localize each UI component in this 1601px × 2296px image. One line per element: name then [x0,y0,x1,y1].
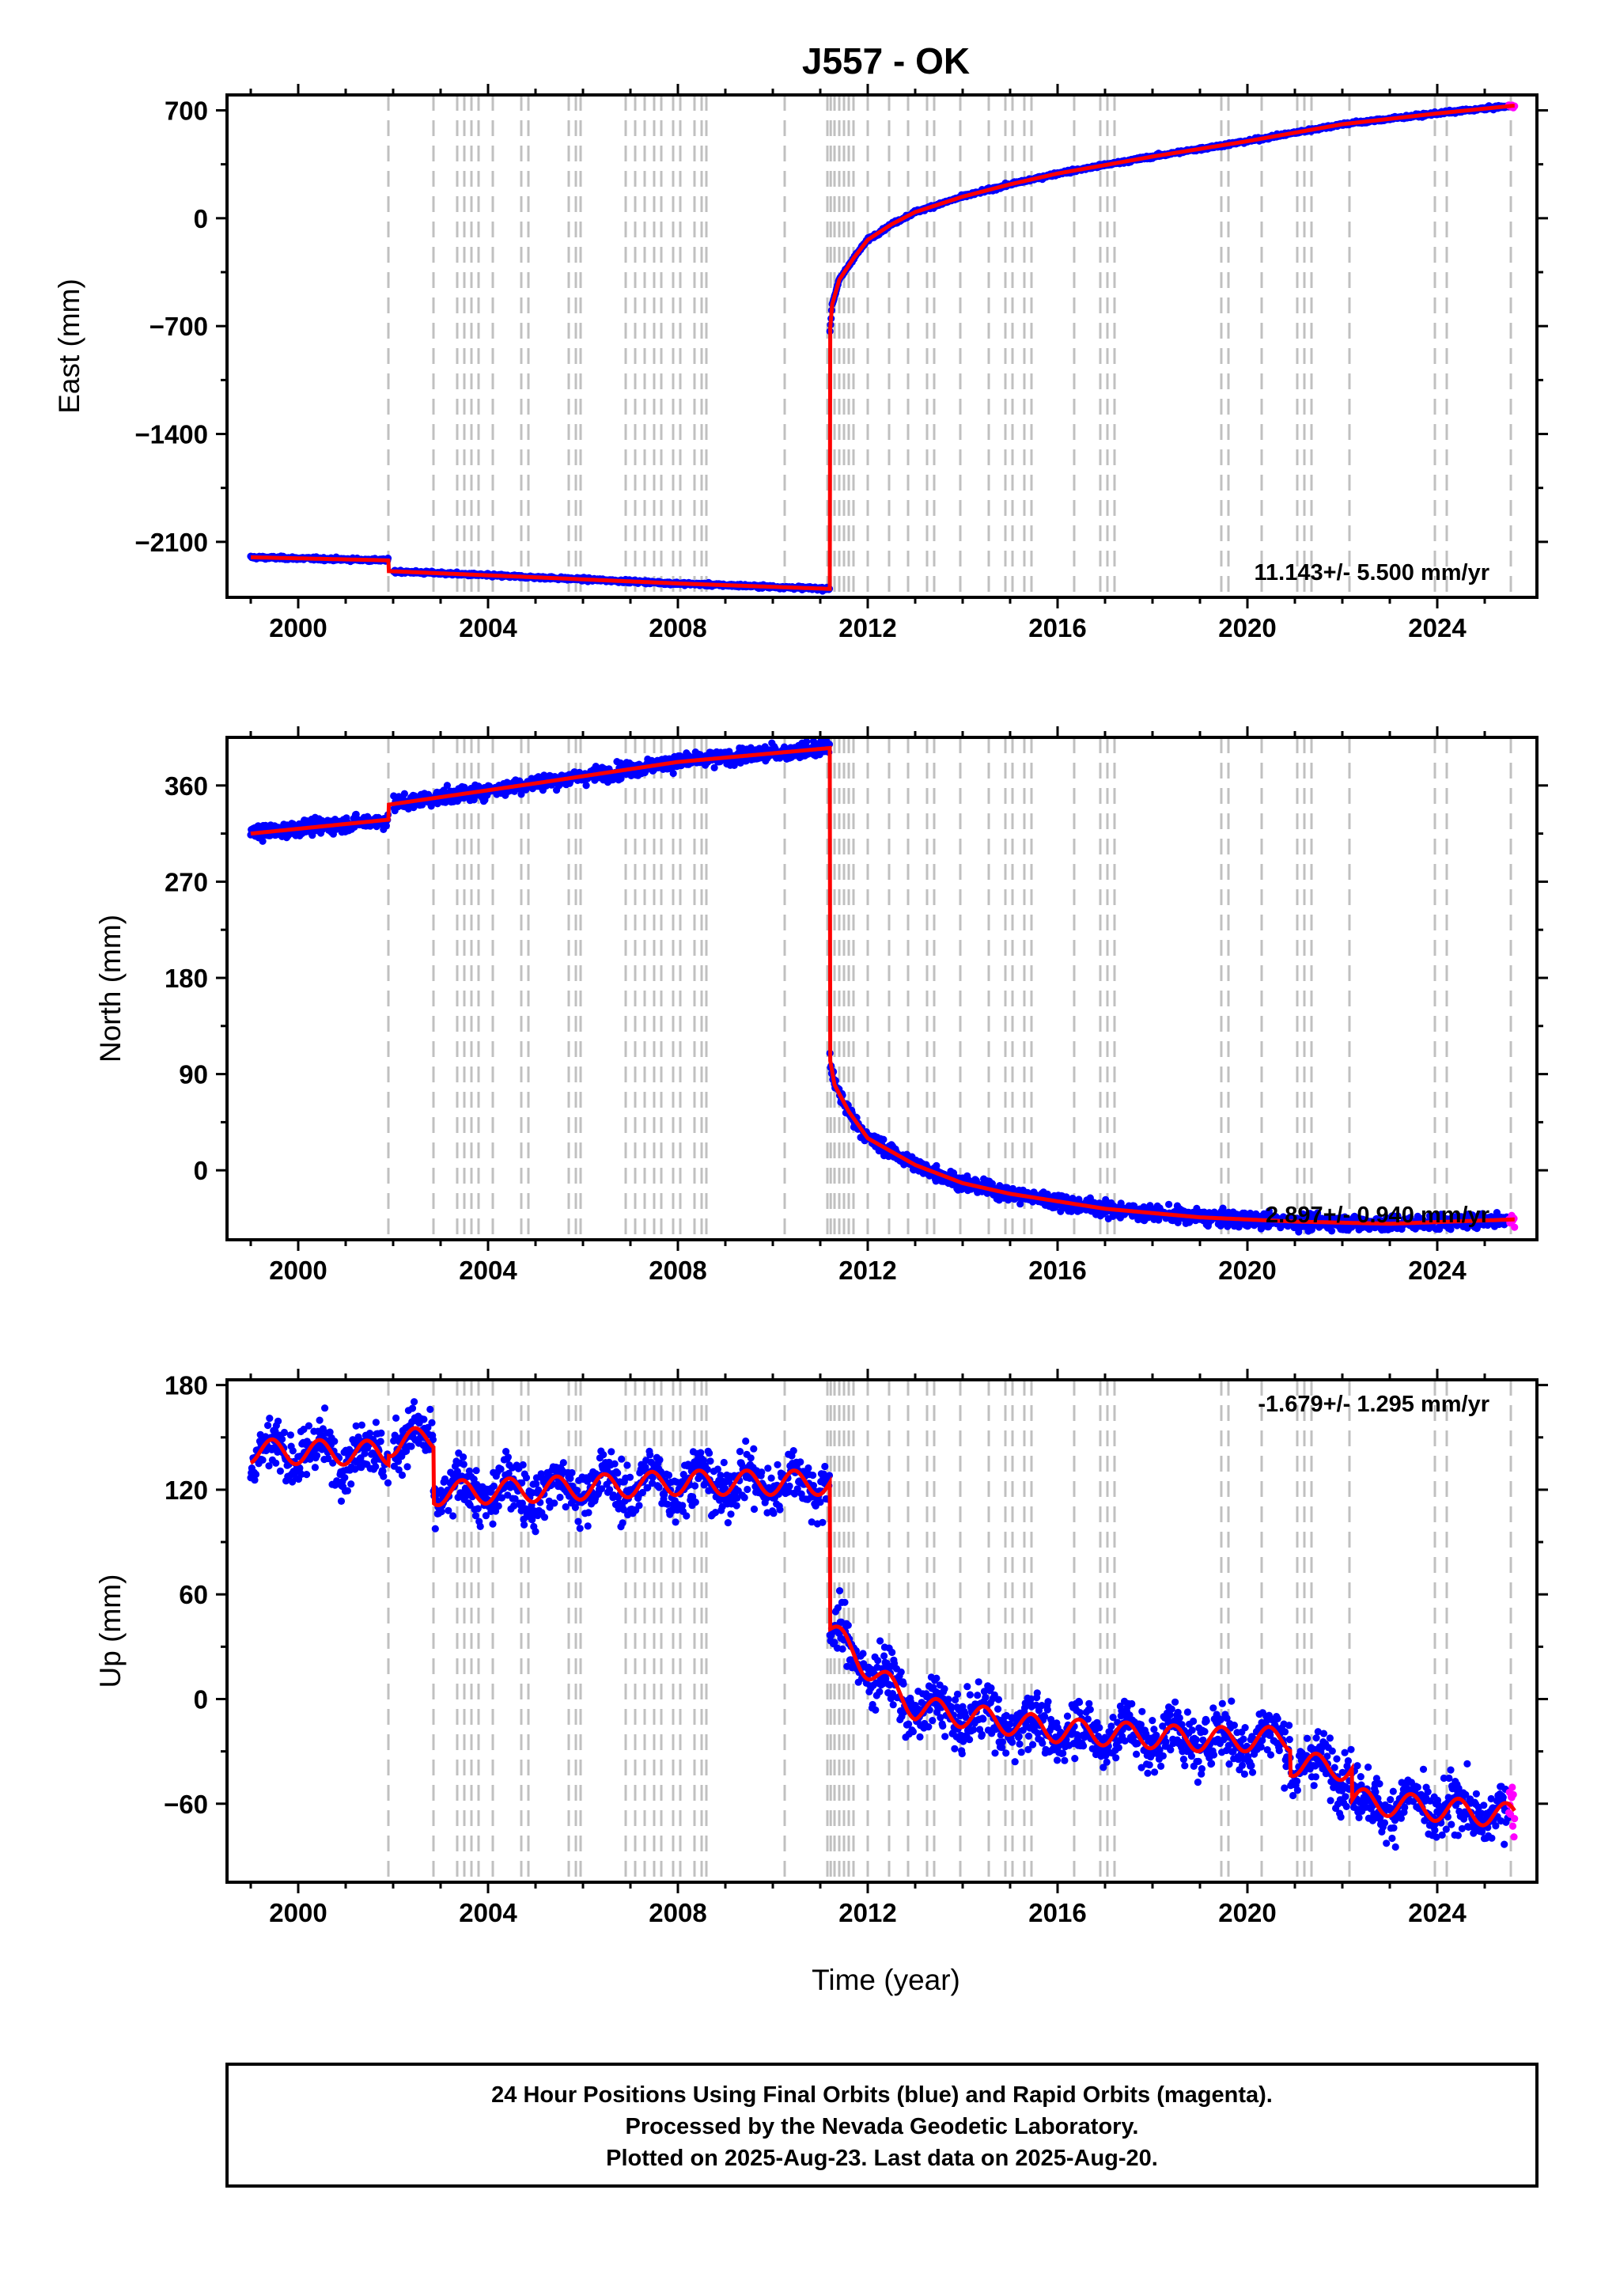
final-orbit-point [1165,1200,1173,1208]
y-axis-label: North (mm) [94,915,127,1063]
north-panel: 2000 2004 2008 2012 2016 2020 2024 360 270 180 90 0… [94,726,1548,1285]
x-tick-label: 2012 [838,1256,896,1285]
final-orbit-point [337,1497,346,1505]
rapid-orbit-point [1511,1223,1519,1231]
y-tick-label: −2100 [134,528,208,557]
final-orbit-point [582,782,590,790]
final-orbit-point [372,1463,380,1471]
data-points [247,1398,1519,1851]
final-orbit-point [321,1404,329,1412]
y-tick-label: 700 [165,96,208,125]
event-lines [387,1380,1512,1882]
final-orbit-point [400,790,408,798]
final-orbit-point [669,769,677,778]
final-orbit-point [880,1135,888,1143]
x-tick-label: 2016 [1028,1256,1086,1285]
plot-frame [225,93,1539,599]
y-tick-label: 360 [165,771,208,801]
y-tick-label: 270 [165,867,208,896]
final-orbit-point [259,1456,267,1464]
final-orbit-point [280,1428,289,1437]
rate-annotation: 2.897+/- 0.940 mm/yr [1266,1203,1489,1228]
final-orbit-point [803,737,811,746]
x-tick-label: 2020 [1218,1256,1276,1285]
model-line [251,104,1515,591]
x-tick-label: 2012 [838,613,896,642]
rate-annotation: 11.143+/- 5.500 mm/yr [1255,560,1489,585]
final-orbit-point [274,1417,282,1425]
data-points [247,101,1519,595]
final-orbit-point [358,1421,365,1429]
y-tick-label: 0 [194,1156,208,1185]
x-tick-label: 2004 [459,1256,517,1285]
east-panel: 2000 2004 2008 2012 2016 2020 2024 700 0 −700 −140… [53,84,1548,642]
final-orbit-point [278,1435,286,1443]
x-tick-label: 2024 [1408,613,1467,642]
event-lines [387,95,1512,597]
final-orbit-point [341,1474,349,1482]
final-orbit-point [303,1471,311,1479]
y-axis-label: East (mm) [53,278,85,414]
final-orbit-point [276,1467,284,1475]
y-tick-label: 90 [179,1060,208,1089]
x-tick-label: 2000 [269,1256,327,1285]
final-orbit-point [286,1431,294,1439]
event-lines [387,737,1512,1240]
final-orbit-point [289,1447,297,1455]
final-orbit-point [264,1422,272,1430]
final-orbit-point [372,1419,380,1426]
x-tick-label: 2008 [649,1256,706,1285]
final-orbit-point [311,1464,319,1472]
x-tick-label: 2000 [269,613,327,642]
final-orbit-point [259,837,267,845]
up-panel: 2000 2004 2008 2012 2016 2020 2024180120600−60… [94,1369,1548,1927]
data-points [247,737,1519,1236]
x-tick-label: 2020 [1218,613,1276,642]
x-tick-label: 2008 [649,613,706,642]
final-orbit-point [331,1438,339,1445]
final-orbit-point [266,1415,274,1423]
figure-title: J557 - OK [802,40,970,81]
final-orbit-point [316,1416,324,1424]
final-orbit-point [252,1470,260,1479]
final-orbit-point [347,1480,355,1488]
final-orbit-point [1328,1227,1336,1235]
x-tick-label: 2024 [1408,1256,1467,1285]
y-tick-label: 180 [165,964,208,993]
y-tick-label: −1400 [134,420,208,449]
plot-frame [225,736,1539,1241]
y-tick-label: 0 [194,204,208,233]
y-tick-label: −700 [150,312,208,341]
final-orbit-point [272,1459,280,1467]
x-tick-label: 2016 [1028,613,1086,642]
final-orbit-point [343,1487,351,1495]
y-ticks: 700 0 −700 −1400 −2100 [134,96,1548,557]
final-orbit-point [305,1422,312,1430]
x-tick-label: 2004 [459,613,517,642]
final-orbit-point [312,1452,321,1460]
